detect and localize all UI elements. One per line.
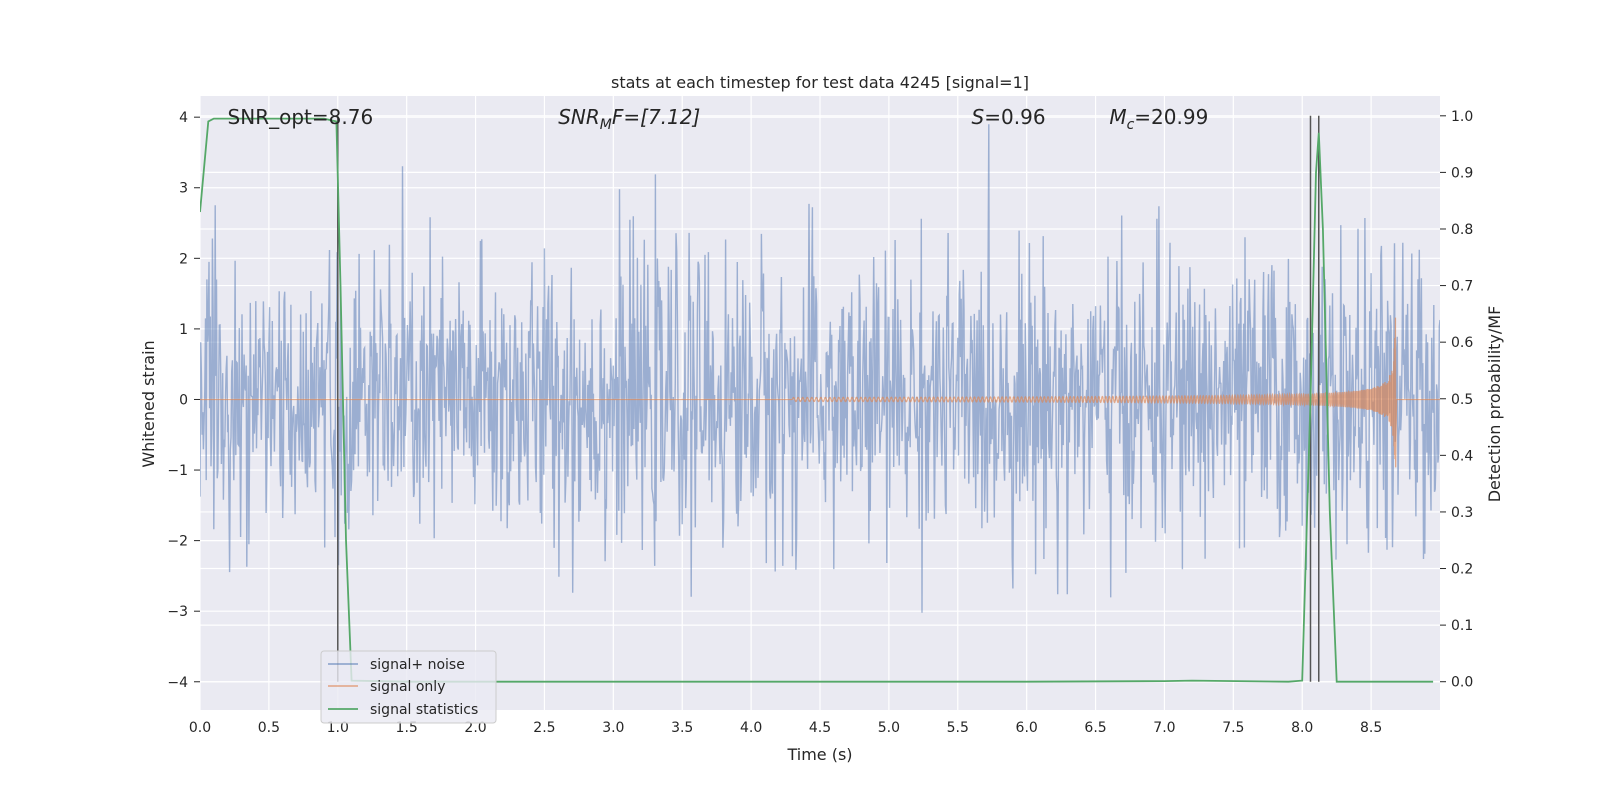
x-tick-label: 0.0 (189, 720, 211, 736)
legend-label-noise: signal+ noise (370, 657, 465, 673)
y2-axis-title: Detection probability/MF (1485, 306, 1504, 503)
legend: signal+ noise signal only signal statist… (320, 650, 497, 724)
chart-title: stats at each timestep for test data 424… (611, 73, 1029, 92)
annotation-subscript: c (1127, 117, 1135, 133)
y2-tick-label: 0.1 (1451, 618, 1473, 634)
x-tick-label: 8.5 (1360, 720, 1382, 736)
x-tick-label: 1.0 (327, 720, 349, 736)
x-tick-label: 5.0 (878, 720, 900, 736)
y-tick-label: −2 (167, 534, 188, 550)
x-tick-label: 7.5 (1222, 720, 1244, 736)
ticks-layer: 0.0 0.5 1.0 1.5 2.0 2.5 3.0 3.5 4.0 4.5 5.0 5.5 6.0 6… (167, 109, 1473, 736)
y-tick-label: 1 (179, 322, 188, 338)
legend-box (320, 650, 497, 724)
annotation-0: SNR_opt=8.76 (228, 105, 374, 129)
y2-tick-label: 0.9 (1451, 165, 1473, 181)
annotation-3: Mc=20.99 (1109, 105, 1208, 133)
y2-tick-label: 0.6 (1451, 335, 1473, 351)
x-tick-label: 3.5 (671, 720, 693, 736)
y2-tick-label: 0.7 (1451, 279, 1473, 295)
x-tick-label: 4.5 (809, 720, 831, 736)
annotation-1: SNRMF=[7.12] (558, 105, 700, 133)
x-tick-label: 8.0 (1291, 720, 1313, 736)
y-tick-label: 4 (179, 110, 188, 126)
y2-tick-label: 0.4 (1451, 448, 1473, 464)
annotation-text: S (972, 105, 985, 129)
x-tick-label: 2.5 (533, 720, 555, 736)
y-tick-label: −3 (167, 604, 188, 620)
y-axis-title: Whitened strain (139, 340, 158, 467)
x-tick-label: 3.0 (602, 720, 624, 736)
series-signal-only (200, 317, 1440, 468)
x-tick-label: 4.0 (740, 720, 762, 736)
y-tick-label: 3 (179, 181, 188, 197)
y2-tick-label: 1.0 (1451, 109, 1473, 125)
y2-tick-label: 0.8 (1451, 222, 1473, 238)
legend-label-signal: signal only (370, 679, 445, 695)
x-tick-label: 0.5 (258, 720, 280, 736)
legend-label-statistics: signal statistics (370, 702, 478, 718)
x-tick-label: 6.5 (1084, 720, 1106, 736)
annotation-suffix: F=[7.12] (612, 105, 700, 129)
y2-tick-label: 0.0 (1451, 675, 1473, 691)
annotation-suffix: =0.96 (984, 105, 1045, 129)
annotation-suffix: =20.99 (1134, 105, 1208, 129)
series-signal-statistics (200, 117, 1434, 683)
annotation-text: M (1109, 105, 1126, 129)
annotation-text: SNR_opt=8.76 (228, 105, 374, 129)
annotation-subscript: M (600, 117, 612, 133)
x-tick-label: 7.0 (1153, 720, 1175, 736)
annotation-2: S=0.96 (972, 105, 1046, 129)
y-tick-label: −1 (167, 463, 188, 479)
y-tick-label: −4 (167, 675, 188, 691)
x-tick-label: 5.5 (947, 720, 969, 736)
y2-tick-label: 0.5 (1451, 392, 1473, 408)
x-tick-label: 6.0 (1016, 720, 1038, 736)
y-tick-label: 0 (179, 392, 188, 408)
series-signal-noise (200, 124, 1440, 613)
y2-tick-label: 0.2 (1451, 562, 1473, 578)
x-axis-title: Time (s) (786, 745, 852, 764)
y-tick-label: 2 (179, 251, 188, 267)
x-tick-label: 2.0 (464, 720, 486, 736)
x-tick-label: 1.5 (396, 720, 418, 736)
series-layer (200, 115, 1440, 683)
annotations: SNR_opt=8.76 SNRMF=[7.12] S=0.96 Mc=20.99 (228, 105, 1209, 133)
annotation-text: SNR (558, 105, 600, 129)
y2-tick-label: 0.3 (1451, 505, 1473, 521)
